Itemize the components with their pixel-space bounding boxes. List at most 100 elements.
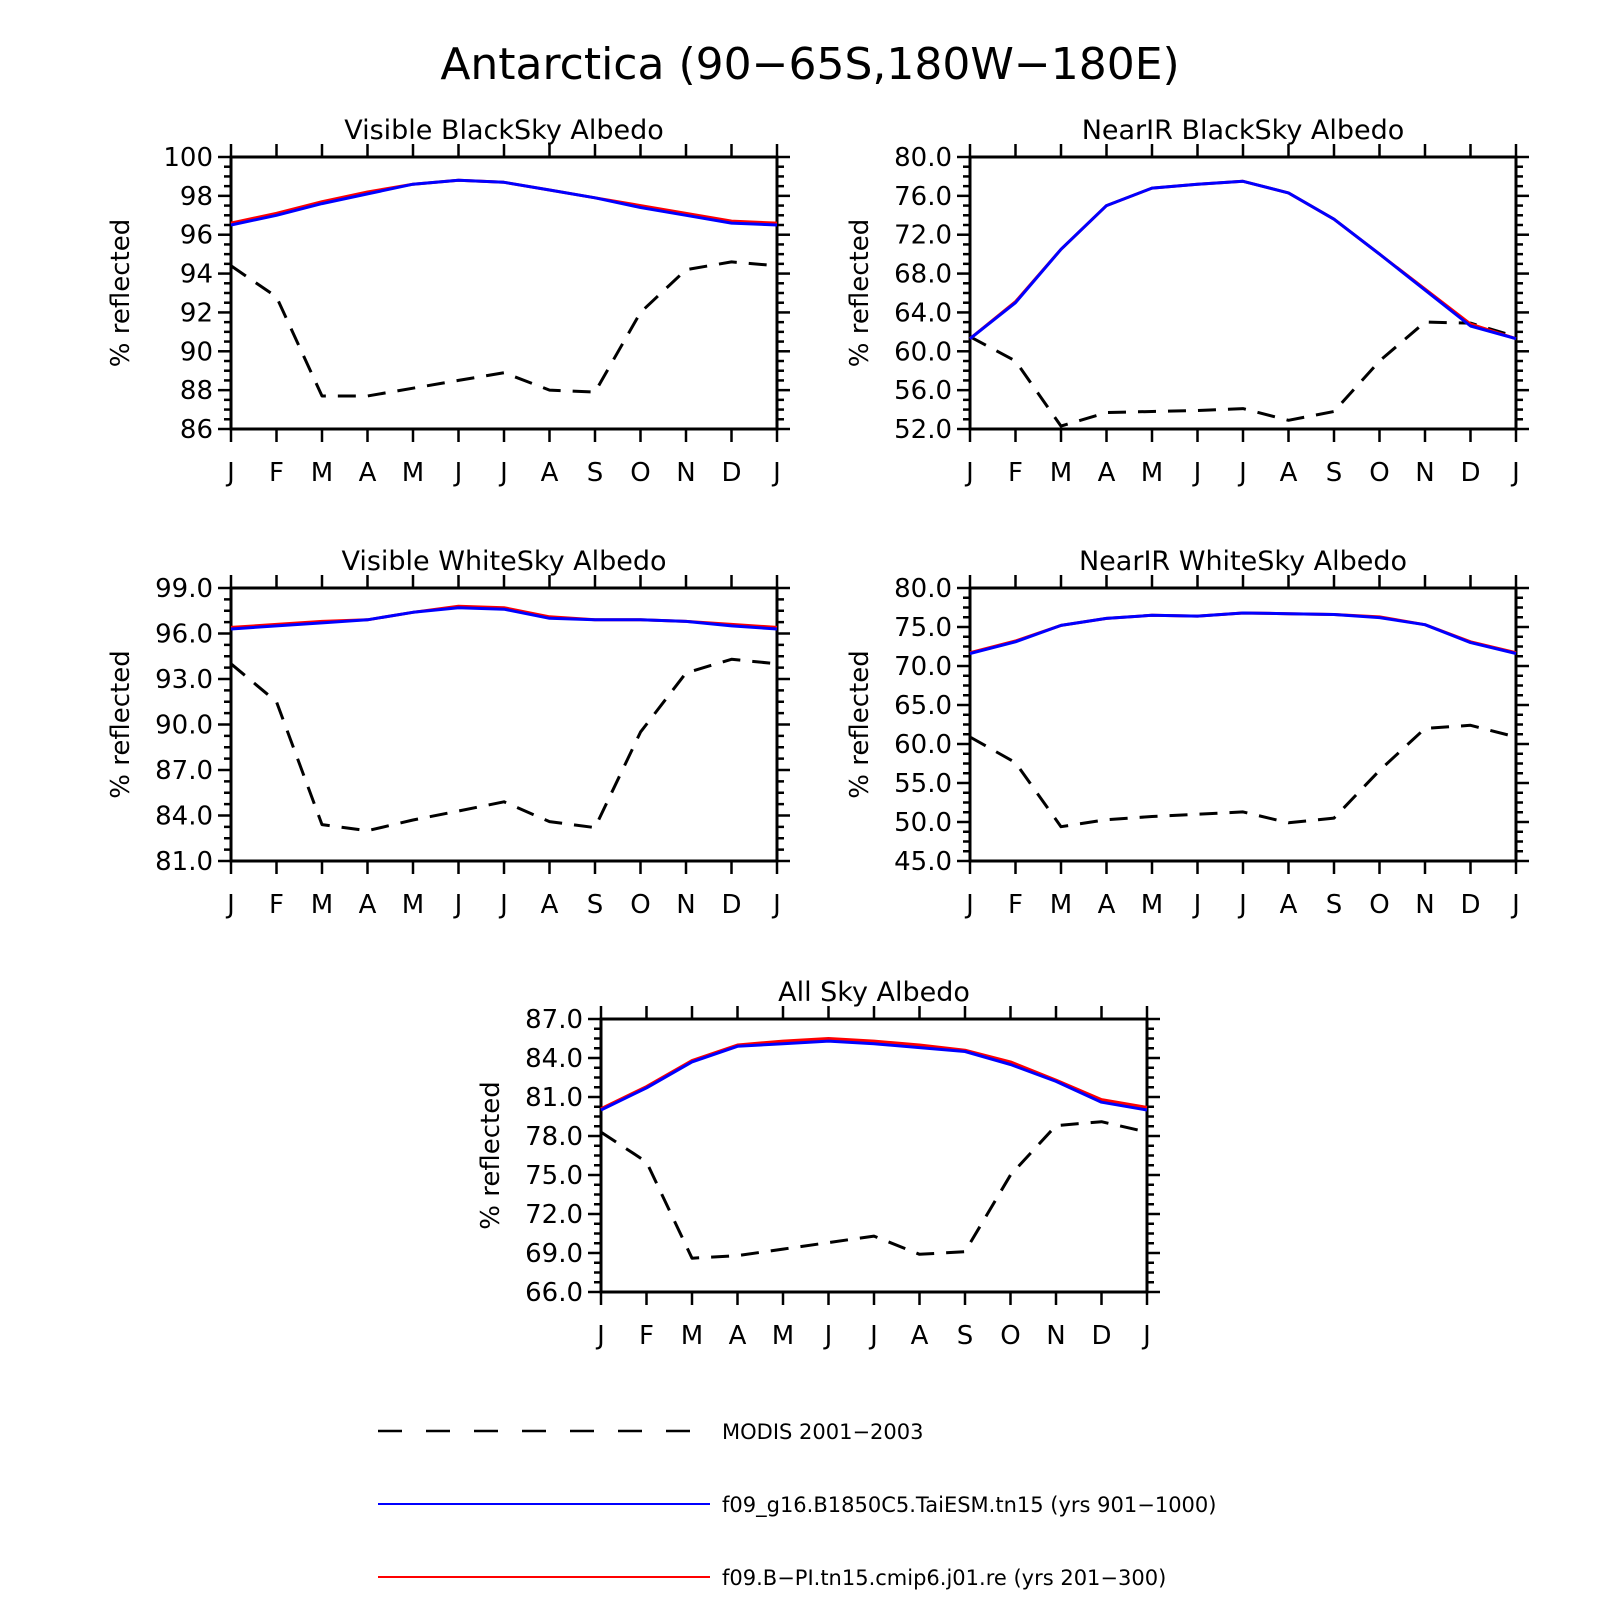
series-line-2 bbox=[600, 1037, 1148, 1111]
y-tick-label: 81.0 bbox=[155, 847, 213, 877]
y-tick-label: 92 bbox=[180, 298, 213, 328]
y-tick-label: 45.0 bbox=[894, 847, 952, 877]
y-tick-label: 78.0 bbox=[525, 1122, 583, 1152]
series-line-3 bbox=[230, 178, 778, 227]
plot-frame bbox=[229, 155, 779, 431]
y-tick-label: 80.0 bbox=[894, 574, 952, 604]
y-axis-label: % reflected bbox=[845, 650, 875, 798]
x-tick-label: O bbox=[630, 458, 650, 488]
x-tick-label: M bbox=[311, 458, 333, 488]
chart-title: Visible WhiteSky Albedo bbox=[341, 546, 666, 577]
legend-item: MODIS 2001−2003 bbox=[378, 1420, 924, 1444]
x-tick-label: A bbox=[1280, 890, 1298, 920]
series-line-3 bbox=[969, 179, 1517, 341]
y-tick-label: 68.0 bbox=[894, 260, 952, 290]
x-tick-label: M bbox=[1050, 890, 1072, 920]
y-tick-label: 84.0 bbox=[525, 1044, 583, 1074]
x-tick-label: N bbox=[1415, 458, 1434, 488]
y-tick-label: 50.0 bbox=[894, 808, 952, 838]
y-tick-label: 90.0 bbox=[155, 711, 213, 741]
y-tick-label: 76.0 bbox=[894, 182, 952, 212]
x-tick-label: J bbox=[498, 890, 508, 920]
y-tick-label: 94 bbox=[180, 260, 213, 290]
x-tick-label: N bbox=[1415, 890, 1434, 920]
figure-title: Antarctica (90−65S,180W−180E) bbox=[440, 39, 1179, 90]
series-line-1 bbox=[969, 320, 1517, 428]
x-tick-label: M bbox=[311, 890, 333, 920]
x-tick-label: J bbox=[1510, 890, 1520, 920]
x-tick-label: J bbox=[225, 458, 235, 488]
y-axis-label: % reflected bbox=[106, 219, 136, 367]
y-tick-label: 60.0 bbox=[894, 337, 952, 367]
y-tick-label: 99.0 bbox=[155, 574, 213, 604]
x-tick-label: O bbox=[1369, 458, 1389, 488]
chart-title: NearIR WhiteSky Albedo bbox=[1079, 546, 1407, 577]
y-tick-label: 90 bbox=[180, 337, 213, 367]
x-tick-label: A bbox=[729, 1321, 747, 1351]
x-tick-label: J bbox=[823, 1321, 833, 1351]
y-tick-label: 84.0 bbox=[155, 802, 213, 832]
x-tick-label: O bbox=[1369, 890, 1389, 920]
x-tick-label: J bbox=[453, 890, 463, 920]
series-line-1 bbox=[230, 260, 778, 398]
y-tick-label: 96 bbox=[180, 221, 213, 251]
y-tick-label: 55.0 bbox=[894, 769, 952, 799]
x-tick-label: O bbox=[630, 890, 650, 920]
x-tick-label: J bbox=[595, 1321, 605, 1351]
series-line-1 bbox=[969, 723, 1517, 829]
x-tick-label: D bbox=[1460, 890, 1480, 920]
x-tick-label: J bbox=[1237, 458, 1247, 488]
x-tick-label: M bbox=[681, 1321, 703, 1351]
y-tick-label: 96.0 bbox=[155, 620, 213, 650]
x-tick-label: S bbox=[587, 458, 604, 488]
x-tick-label: M bbox=[1050, 458, 1072, 488]
y-axis-label: % reflected bbox=[845, 219, 875, 367]
x-tick-label: N bbox=[676, 458, 695, 488]
legend-item: f09_g16.B1850C5.TaiESM.tn15 (yrs 901−100… bbox=[378, 1493, 1216, 1518]
x-tick-label: J bbox=[1510, 458, 1520, 488]
y-tick-label: 75.0 bbox=[894, 613, 952, 643]
plot-frame bbox=[599, 1017, 1149, 1294]
x-tick-label: A bbox=[911, 1321, 929, 1351]
y-tick-label: 70.0 bbox=[894, 652, 952, 682]
y-tick-label: 80.0 bbox=[894, 143, 952, 173]
y-tick-label: 81.0 bbox=[525, 1083, 583, 1113]
chart-title: Visible BlackSky Albedo bbox=[344, 115, 664, 146]
x-tick-label: N bbox=[676, 890, 695, 920]
x-tick-label: M bbox=[1141, 458, 1163, 488]
y-tick-label: 52.0 bbox=[894, 415, 952, 445]
series-line-3 bbox=[230, 606, 778, 631]
series-line-3 bbox=[969, 611, 1517, 655]
x-tick-label: F bbox=[269, 458, 284, 488]
x-tick-label: D bbox=[1091, 1321, 1111, 1351]
chart-title: All Sky Albedo bbox=[778, 977, 970, 1008]
x-tick-label: S bbox=[1326, 458, 1343, 488]
x-tick-label: D bbox=[721, 890, 741, 920]
y-axis-label: % reflected bbox=[106, 650, 136, 798]
x-tick-label: M bbox=[402, 458, 424, 488]
x-tick-label: A bbox=[541, 890, 559, 920]
x-tick-label: F bbox=[269, 890, 284, 920]
y-tick-label: 72.0 bbox=[894, 221, 952, 251]
series-line-1 bbox=[600, 1120, 1148, 1260]
x-tick-label: J bbox=[964, 890, 974, 920]
series-line-2 bbox=[969, 611, 1517, 655]
x-tick-label: A bbox=[1098, 458, 1116, 488]
y-tick-label: 72.0 bbox=[525, 1200, 583, 1230]
x-tick-label: A bbox=[359, 458, 377, 488]
y-tick-label: 87.0 bbox=[155, 756, 213, 786]
legend-label: MODIS 2001−2003 bbox=[722, 1420, 924, 1444]
y-axis-label: % reflected bbox=[476, 1081, 506, 1229]
x-tick-label: J bbox=[771, 458, 781, 488]
y-tick-label: 56.0 bbox=[894, 376, 952, 406]
x-tick-label: F bbox=[1008, 890, 1023, 920]
x-tick-label: J bbox=[225, 890, 235, 920]
x-tick-label: A bbox=[541, 458, 559, 488]
y-tick-label: 64.0 bbox=[894, 298, 952, 328]
legend-label: f09_g16.B1850C5.TaiESM.tn15 (yrs 901−100… bbox=[722, 1493, 1216, 1518]
